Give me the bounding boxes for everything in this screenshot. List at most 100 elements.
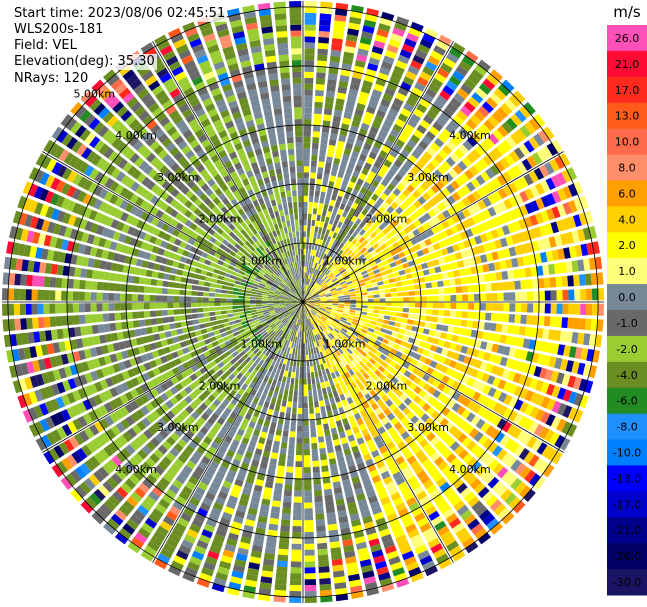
velocity-gate	[289, 347, 293, 354]
velocity-gate	[273, 373, 279, 381]
velocity-gate	[362, 414, 371, 423]
velocity-gate	[444, 421, 454, 432]
velocity-gate	[332, 206, 339, 214]
velocity-gate	[353, 145, 362, 153]
velocity-gate	[567, 317, 574, 329]
velocity-gate	[515, 291, 522, 301]
velocity-gate	[309, 184, 315, 191]
velocity-gate	[329, 61, 340, 69]
velocity-gate	[410, 415, 420, 425]
velocity-gate	[450, 370, 459, 379]
velocity-gate	[378, 572, 391, 581]
velocity-gate	[217, 275, 225, 281]
velocity-gate	[416, 185, 426, 195]
velocity-gate	[431, 515, 444, 527]
velocity-gate	[236, 473, 246, 482]
velocity-gate	[303, 396, 308, 403]
velocity-gate	[276, 349, 282, 356]
velocity-gate	[449, 235, 457, 244]
velocity-gate	[426, 406, 436, 416]
velocity-gate	[422, 151, 433, 161]
velocity-gate	[436, 403, 446, 413]
velocity-gate	[314, 303, 321, 306]
velocity-gate	[578, 378, 588, 392]
velocity-gate	[385, 345, 393, 352]
velocity-gate	[335, 2, 349, 11]
velocity-gate	[513, 179, 524, 191]
velocity-gate	[408, 291, 415, 296]
velocity-gate	[391, 523, 403, 533]
velocity-gate	[387, 325, 395, 331]
velocity-gate	[321, 185, 327, 193]
velocity-gate	[421, 135, 432, 146]
velocity-gate	[437, 280, 444, 287]
velocity-gate	[308, 296, 314, 300]
velocity-gate	[376, 239, 384, 246]
velocity-gate	[448, 474, 460, 485]
velocity-gate	[255, 391, 262, 399]
velocity-gate	[342, 312, 349, 317]
velocity-gate	[432, 389, 441, 399]
velocity-gate	[327, 373, 333, 381]
velocity-gate	[334, 254, 340, 261]
velocity-gate	[380, 496, 391, 506]
velocity-gate	[333, 281, 340, 286]
velocity-gate	[309, 267, 312, 274]
velocity-gate	[327, 348, 333, 355]
velocity-gate	[208, 292, 215, 297]
velocity-gate	[350, 420, 358, 429]
velocity-gate	[466, 248, 474, 257]
velocity-gate	[487, 399, 497, 410]
velocity-gate	[364, 334, 372, 340]
velocity-gate	[258, 510, 269, 518]
velocity-gate	[73, 315, 80, 325]
velocity-gate	[321, 411, 327, 419]
velocity-gate	[400, 257, 408, 264]
velocity-gate	[337, 171, 345, 179]
velocity-gate	[467, 400, 477, 411]
velocity-gate	[362, 25, 375, 34]
velocity-gate	[326, 156, 333, 164]
velocity-gate	[314, 304, 321, 307]
velocity-gate	[481, 372, 490, 383]
velocity-gate	[324, 399, 330, 406]
velocity-gate	[345, 233, 352, 240]
velocity-gate	[354, 378, 362, 386]
velocity-gate	[432, 353, 441, 362]
velocity-gate	[224, 543, 236, 553]
velocity-gate	[210, 278, 218, 284]
velocity-gate	[138, 285, 145, 293]
velocity-gate	[467, 193, 477, 204]
velocity-gate	[306, 325, 309, 332]
velocity-gate	[381, 583, 395, 593]
velocity-gate	[323, 261, 329, 268]
velocity-gate	[367, 257, 375, 264]
velocity-gate	[362, 260, 370, 267]
velocity-gate	[405, 273, 413, 280]
velocity-gate	[503, 198, 513, 210]
velocity-gate	[338, 348, 344, 355]
velocity-gate	[304, 42, 315, 49]
velocity-gate	[378, 289, 386, 294]
velocity-gate	[422, 212, 432, 221]
velocity-gate	[383, 119, 393, 128]
velocity-gate	[346, 459, 355, 468]
velocity-gate	[334, 316, 341, 321]
velocity-gate	[363, 142, 372, 151]
velocity-gate	[321, 283, 327, 288]
velocity-gate	[378, 104, 389, 113]
velocity-gate	[394, 21, 408, 32]
velocity-gate	[327, 73, 338, 81]
velocity-gate	[387, 352, 395, 360]
velocity-gate	[243, 482, 253, 490]
velocity-gate	[479, 293, 486, 301]
velocity-gate	[460, 83, 473, 95]
velocity-gate	[290, 561, 302, 568]
velocity-gate	[535, 182, 545, 195]
velocity-gate	[333, 328, 340, 334]
velocity-gate	[402, 307, 410, 313]
velocity-gate	[364, 264, 372, 270]
velocity-gate	[384, 334, 391, 340]
velocity-gate	[185, 302, 191, 308]
velocity-gate	[322, 350, 327, 357]
